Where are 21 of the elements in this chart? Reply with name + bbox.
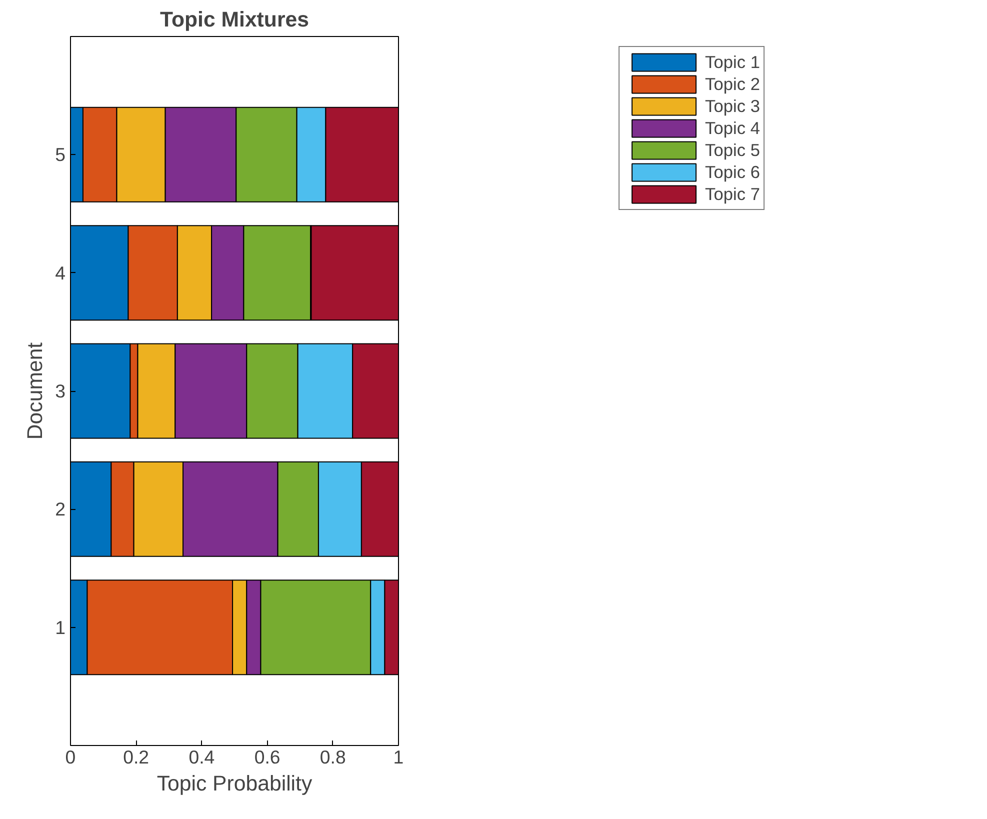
legend-label: Topic 1: [705, 52, 760, 72]
x-tick-label: 0.6: [254, 746, 280, 768]
legend-label: Topic 2: [705, 74, 760, 94]
legend-label: Topic 7: [705, 184, 760, 204]
y-tick-label: 1: [55, 616, 66, 638]
x-tick-label: 0.4: [188, 746, 215, 768]
x-tick-label: 0.8: [320, 746, 346, 768]
chart-title: Topic Mixtures: [160, 8, 309, 32]
legend-label: Topic 5: [705, 140, 760, 160]
y-tick-label: 4: [55, 262, 66, 284]
x-tick-label: 0.2: [123, 746, 150, 768]
y-axis-title: Document: [23, 342, 48, 440]
x-tick-label: 1: [393, 746, 404, 768]
y-tick-label: 3: [55, 380, 66, 402]
x-tick-label: 0: [65, 746, 76, 768]
y-tick-label: 2: [55, 498, 66, 520]
legend-label: Topic 4: [705, 118, 760, 138]
y-tick-label: 5: [55, 144, 66, 166]
legend-label: Topic 6: [705, 162, 760, 182]
legend-label: Topic 3: [705, 96, 760, 116]
x-axis-title: Topic Probability: [156, 772, 312, 796]
